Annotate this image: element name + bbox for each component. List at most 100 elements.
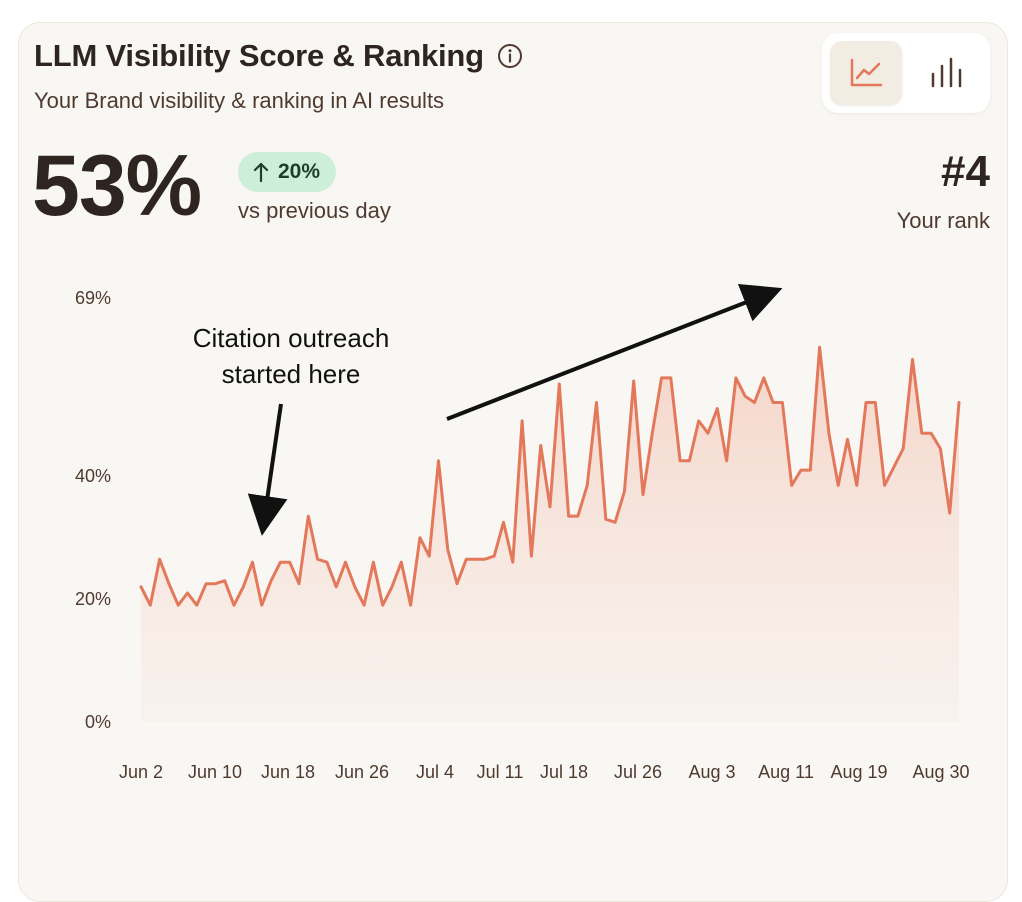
data-point [808,468,812,472]
data-point [734,376,738,380]
annotation-citation-line2: started here [222,359,361,389]
rank-caption: Your rank [896,208,990,233]
delta-value: 20% [278,160,321,183]
visibility-chart: 0% 20% 40% 69% Jun 2 Jun 10 Jun 18 Jun 26 Jul 4… [75,284,970,782]
data-point [836,483,840,487]
data-point [204,582,208,586]
data-point [557,382,561,386]
data-point [567,514,571,518]
bar-chart-button[interactable] [910,41,982,105]
data-point [669,376,673,380]
x-tick-label: Aug 11 [758,762,814,782]
data-point [864,401,868,405]
data-point [260,603,264,607]
data-point [911,357,915,361]
x-tick-label: Jul 18 [540,762,588,782]
data-point [632,379,636,383]
info-icon[interactable] [496,42,524,70]
data-point [873,401,877,405]
arrow-up-icon [253,162,269,183]
data-point [929,431,933,435]
y-tick-label: 0% [85,712,111,732]
data-point [511,560,515,564]
data-point [139,585,143,589]
data-point [622,490,626,494]
data-point [446,548,450,552]
data-point [148,603,152,607]
data-point [223,579,227,583]
data-point [678,459,682,463]
data-point [548,505,552,509]
x-tick-label: Jun 2 [119,762,163,782]
annotation-arrow-down [247,403,288,536]
line-chart-icon [850,58,883,87]
page-title: LLM Visibility Score & Ranking [34,38,484,73]
line-chart-button[interactable] [830,41,902,105]
data-point [613,520,617,524]
data-point [297,582,301,586]
data-point [278,560,282,564]
x-tick-label: Jun 26 [335,762,389,782]
data-point [213,582,217,586]
data-point [762,376,766,380]
data-point [650,431,654,435]
data-point [827,431,831,435]
data-point [269,579,273,583]
data-point [455,582,459,586]
data-point [186,591,190,595]
title-row: LLM Visibility Score & Ranking [34,38,524,74]
data-point [464,557,468,561]
series-line [139,345,961,607]
data-point [641,493,645,497]
y-tick-label: 69% [75,288,111,308]
data-point [595,401,599,405]
data-point [390,585,394,589]
data-point [409,603,413,607]
data-point [306,514,310,518]
data-point [371,560,375,564]
data-point [176,603,180,607]
data-point [855,483,859,487]
chart-type-toggle [822,33,990,113]
x-tick-label: Jul 4 [416,762,454,782]
delta-caption: vs previous day [238,198,391,223]
visibility-score: 53% [32,138,202,234]
data-point [232,603,236,607]
annotation-arrow-trend [446,284,783,421]
data-point [957,401,961,405]
data-point [743,394,747,398]
data-point [344,560,348,564]
y-tick-label: 20% [75,589,111,609]
data-point [399,560,403,564]
data-point [883,483,887,487]
data-point [492,554,496,558]
y-tick-label: 40% [75,466,111,486]
data-point [892,465,896,469]
data-point [520,419,524,423]
data-point [502,520,506,524]
x-tick-label: Jul 11 [477,762,524,782]
series-area [141,347,959,722]
data-point [901,447,905,451]
x-tick-label: Jun 18 [261,762,315,782]
data-point [818,345,822,349]
data-point [483,557,487,561]
page-subtitle: Your Brand visibility & ranking in AI re… [34,88,445,113]
data-point [353,585,357,589]
data-point [474,557,478,561]
data-point [539,444,543,448]
data-point [288,560,292,564]
bar-chart-icon [931,57,962,88]
data-point [418,536,422,540]
x-tick-label: Aug 30 [912,762,969,782]
data-point [846,437,850,441]
data-point [604,517,608,521]
data-point [427,554,431,558]
data-point [790,483,794,487]
x-tick-label: Aug 19 [830,762,887,782]
data-point [576,514,580,518]
data-point [780,401,784,405]
data-point [158,557,162,561]
data-point [381,603,385,607]
x-tick-label: Jun 10 [188,762,242,782]
